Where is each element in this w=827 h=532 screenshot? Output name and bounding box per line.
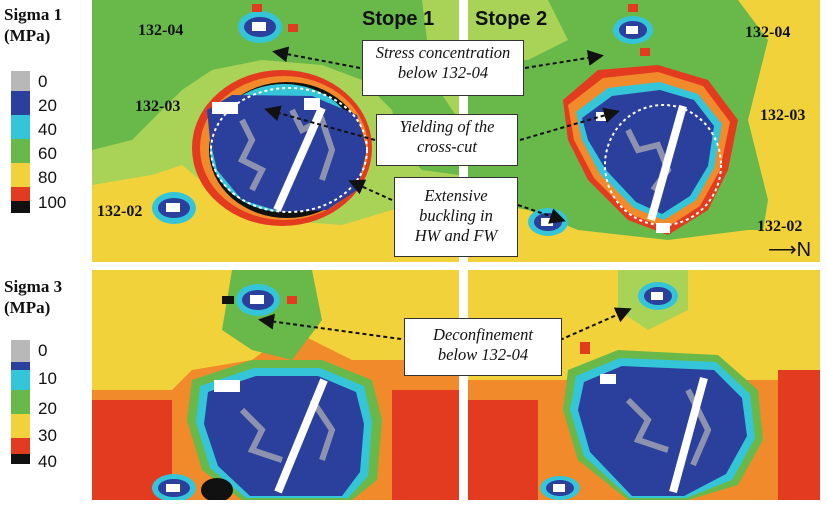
- sigma1-tick: 20: [38, 96, 57, 115]
- callout-line: Yielding of the: [399, 117, 495, 136]
- drift-label-132-04-stope2: 132-04: [745, 24, 791, 41]
- sigma1-tick: 40: [38, 120, 57, 139]
- sigma1-title-line1: Sigma 1: [4, 5, 63, 24]
- callout-line: Deconfinement: [433, 325, 533, 344]
- sigma3-tick: 40: [38, 452, 57, 471]
- stope2-label: Stope 2: [475, 8, 548, 30]
- callout-deconfinement: Deconfinement below 132-04: [404, 318, 562, 376]
- callout-stress-concentration: Stress concentration below 132-04: [362, 40, 524, 96]
- sigma1-tick: 60: [38, 144, 57, 163]
- sigma3-tick: 0: [38, 341, 48, 360]
- sigma3-stope1-panel: [92, 270, 459, 500]
- sigma3-tick: 20: [38, 399, 57, 418]
- north-indicator: ⟶N: [768, 237, 811, 262]
- north-arrow-icon: ⟶: [768, 239, 797, 261]
- drift-label-132-04-stope1: 132-04: [138, 22, 184, 39]
- stope1-label: Stope 1: [362, 8, 435, 30]
- sigma1-tick: 0: [38, 72, 48, 91]
- drift-label-132-03-stope2: 132-03: [760, 107, 806, 124]
- sigma1-tick: 80: [38, 168, 57, 187]
- callout-line: Extensive: [424, 186, 488, 205]
- sigma3-title-line1: Sigma 3: [4, 277, 63, 296]
- north-label: N: [796, 239, 812, 261]
- callout-buckling: Extensive buckling in HW and FW: [394, 177, 518, 257]
- callout-line: Stress concentration: [375, 43, 511, 62]
- drift-label-132-03-stope1: 132-03: [135, 98, 181, 115]
- sigma1-title: Sigma 1 (MPa): [4, 4, 62, 46]
- drift-label-132-02-stope1: 132-02: [97, 203, 143, 220]
- sigma3-tick: 10: [38, 369, 57, 388]
- callout-line: buckling in: [419, 206, 493, 225]
- sigma3-tick: 30: [38, 426, 57, 445]
- callout-yielding: Yielding of the cross-cut: [376, 114, 518, 166]
- sigma3-title: Sigma 3 (MPa): [4, 276, 62, 318]
- sigma1-tick: 100: [38, 193, 67, 212]
- sigma3-title-line2: (MPa): [4, 298, 51, 317]
- callout-line: cross-cut: [417, 137, 477, 156]
- sigma1-title-line2: (MPa): [4, 26, 51, 45]
- callout-line: below 132-04: [397, 63, 489, 82]
- callout-line: below 132-04: [437, 345, 529, 364]
- drift-label-132-02-stope2: 132-02: [757, 218, 803, 235]
- callout-line: HW and FW: [414, 226, 498, 245]
